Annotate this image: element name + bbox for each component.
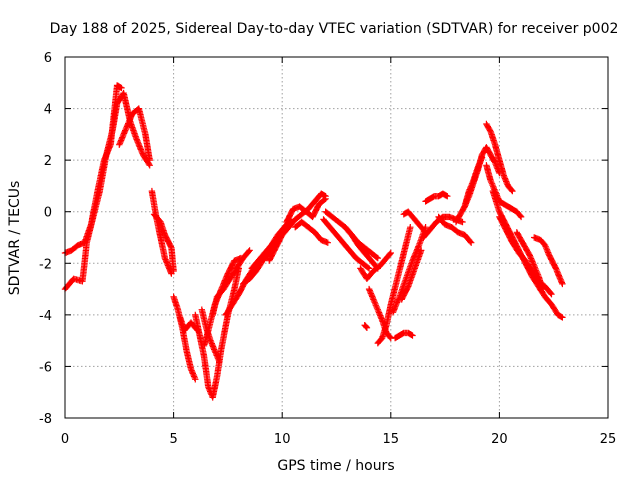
data-point-markers <box>342 224 381 272</box>
data-track <box>357 249 394 282</box>
data-point-markers <box>513 229 546 293</box>
data-track <box>342 224 381 272</box>
axis-ticks: 0 5 10 15 20 25 -8 -6 -4 -2 0 2 4 6 <box>39 51 616 447</box>
data-point-markers <box>400 208 429 236</box>
y-tick-label: 0 <box>44 206 52 221</box>
data-track <box>283 195 329 226</box>
y-axis-label: SDTVAR / TECUs <box>7 181 23 296</box>
x-tick-label: 10 <box>274 432 291 447</box>
data-track <box>116 105 153 164</box>
data-point-markers <box>283 195 329 226</box>
data-point-markers <box>391 329 416 342</box>
chart-title: Day 188 of 2025, Sidereal Day-to-day VTE… <box>50 21 619 37</box>
data-track <box>292 218 331 246</box>
data-point-markers <box>461 144 503 210</box>
data-track <box>435 213 475 246</box>
x-tick-label: 25 <box>600 432 617 447</box>
y-tick-label: -4 <box>39 309 52 324</box>
y-tick-label: -2 <box>39 257 52 272</box>
data-point-markers <box>361 322 371 331</box>
data-point-markers <box>374 224 414 347</box>
data-track <box>398 247 425 303</box>
data-point-markers <box>209 247 253 319</box>
data-point-markers <box>531 234 566 288</box>
data-point-markers <box>422 190 451 205</box>
x-tick-label: 20 <box>491 432 508 447</box>
data-point-markers <box>435 213 475 246</box>
data-track <box>320 216 373 272</box>
data-track <box>391 329 416 342</box>
data-point-markers <box>483 120 516 195</box>
data-point-markers <box>357 249 394 282</box>
y-tick-label: 6 <box>44 51 52 66</box>
data-point-markers <box>292 218 331 246</box>
data-track <box>422 190 451 205</box>
y-tick-label: 2 <box>44 154 52 169</box>
data-track <box>513 229 546 293</box>
data-track <box>531 234 566 288</box>
data-track <box>150 211 177 275</box>
x-tick-label: 15 <box>383 432 400 447</box>
plot-frame <box>64 56 609 419</box>
x-axis-label: GPS time / hours <box>277 458 394 474</box>
data-point-markers <box>150 211 177 275</box>
data-point-markers <box>320 216 373 272</box>
x-tick-label: 5 <box>169 432 177 447</box>
data-track <box>374 224 414 347</box>
data-point-markers <box>398 247 425 303</box>
y-tick-label: -6 <box>39 360 52 375</box>
data-points <box>61 82 566 401</box>
y-tick-label: -8 <box>39 412 52 427</box>
data-track <box>461 144 503 210</box>
data-track <box>483 120 516 195</box>
data-track <box>209 247 253 319</box>
data-track <box>400 208 429 236</box>
data-track <box>361 322 371 331</box>
data-point-markers <box>116 105 153 164</box>
y-tick-label: 4 <box>44 103 52 118</box>
x-tick-label: 0 <box>61 432 69 447</box>
